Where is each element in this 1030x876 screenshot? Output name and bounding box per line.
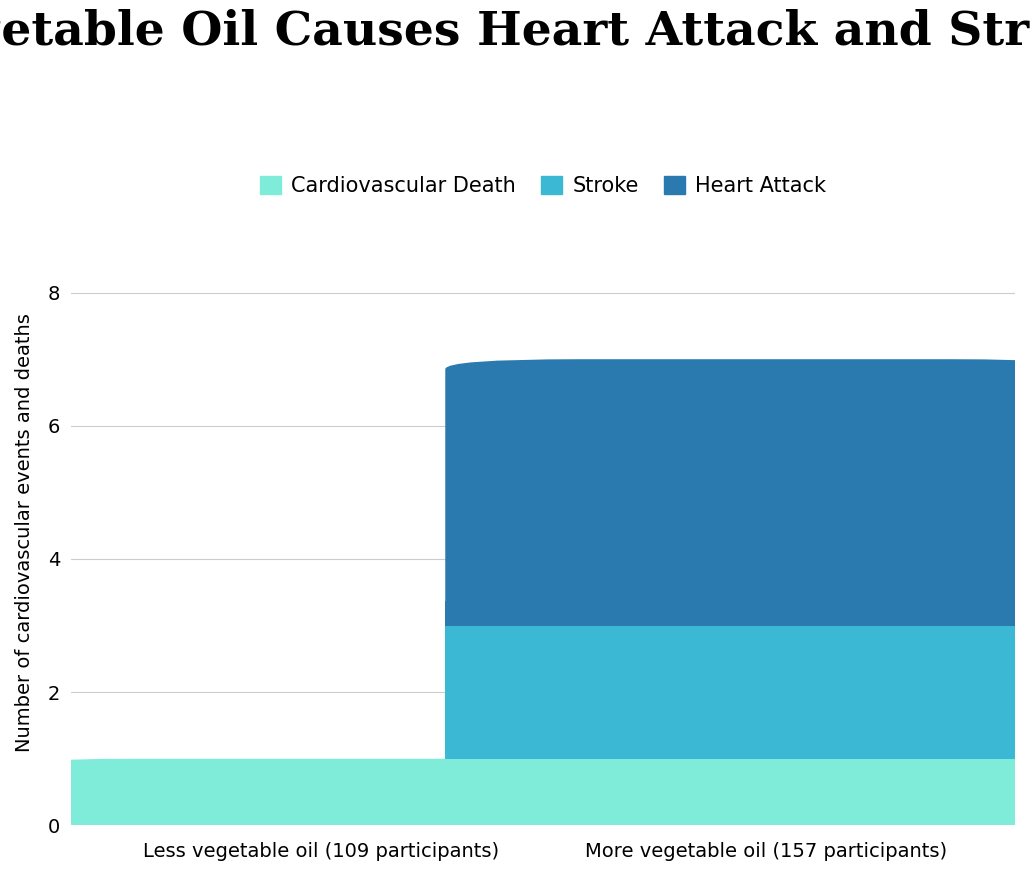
Y-axis label: Number of cardiovascular events and deaths: Number of cardiovascular events and deat…	[15, 313, 34, 752]
Legend: Cardiovascular Death, Stroke, Heart Attack: Cardiovascular Death, Stroke, Heart Atta…	[252, 167, 834, 204]
FancyBboxPatch shape	[0, 759, 641, 825]
Bar	[445, 759, 1030, 825]
Bar	[445, 601, 1030, 625]
Text: Vegetable Oil Causes Heart Attack and Stroke: Vegetable Oil Causes Heart Attack and St…	[0, 9, 1030, 55]
Bar	[0, 801, 641, 825]
Bar	[445, 625, 1030, 759]
FancyBboxPatch shape	[445, 359, 1030, 625]
